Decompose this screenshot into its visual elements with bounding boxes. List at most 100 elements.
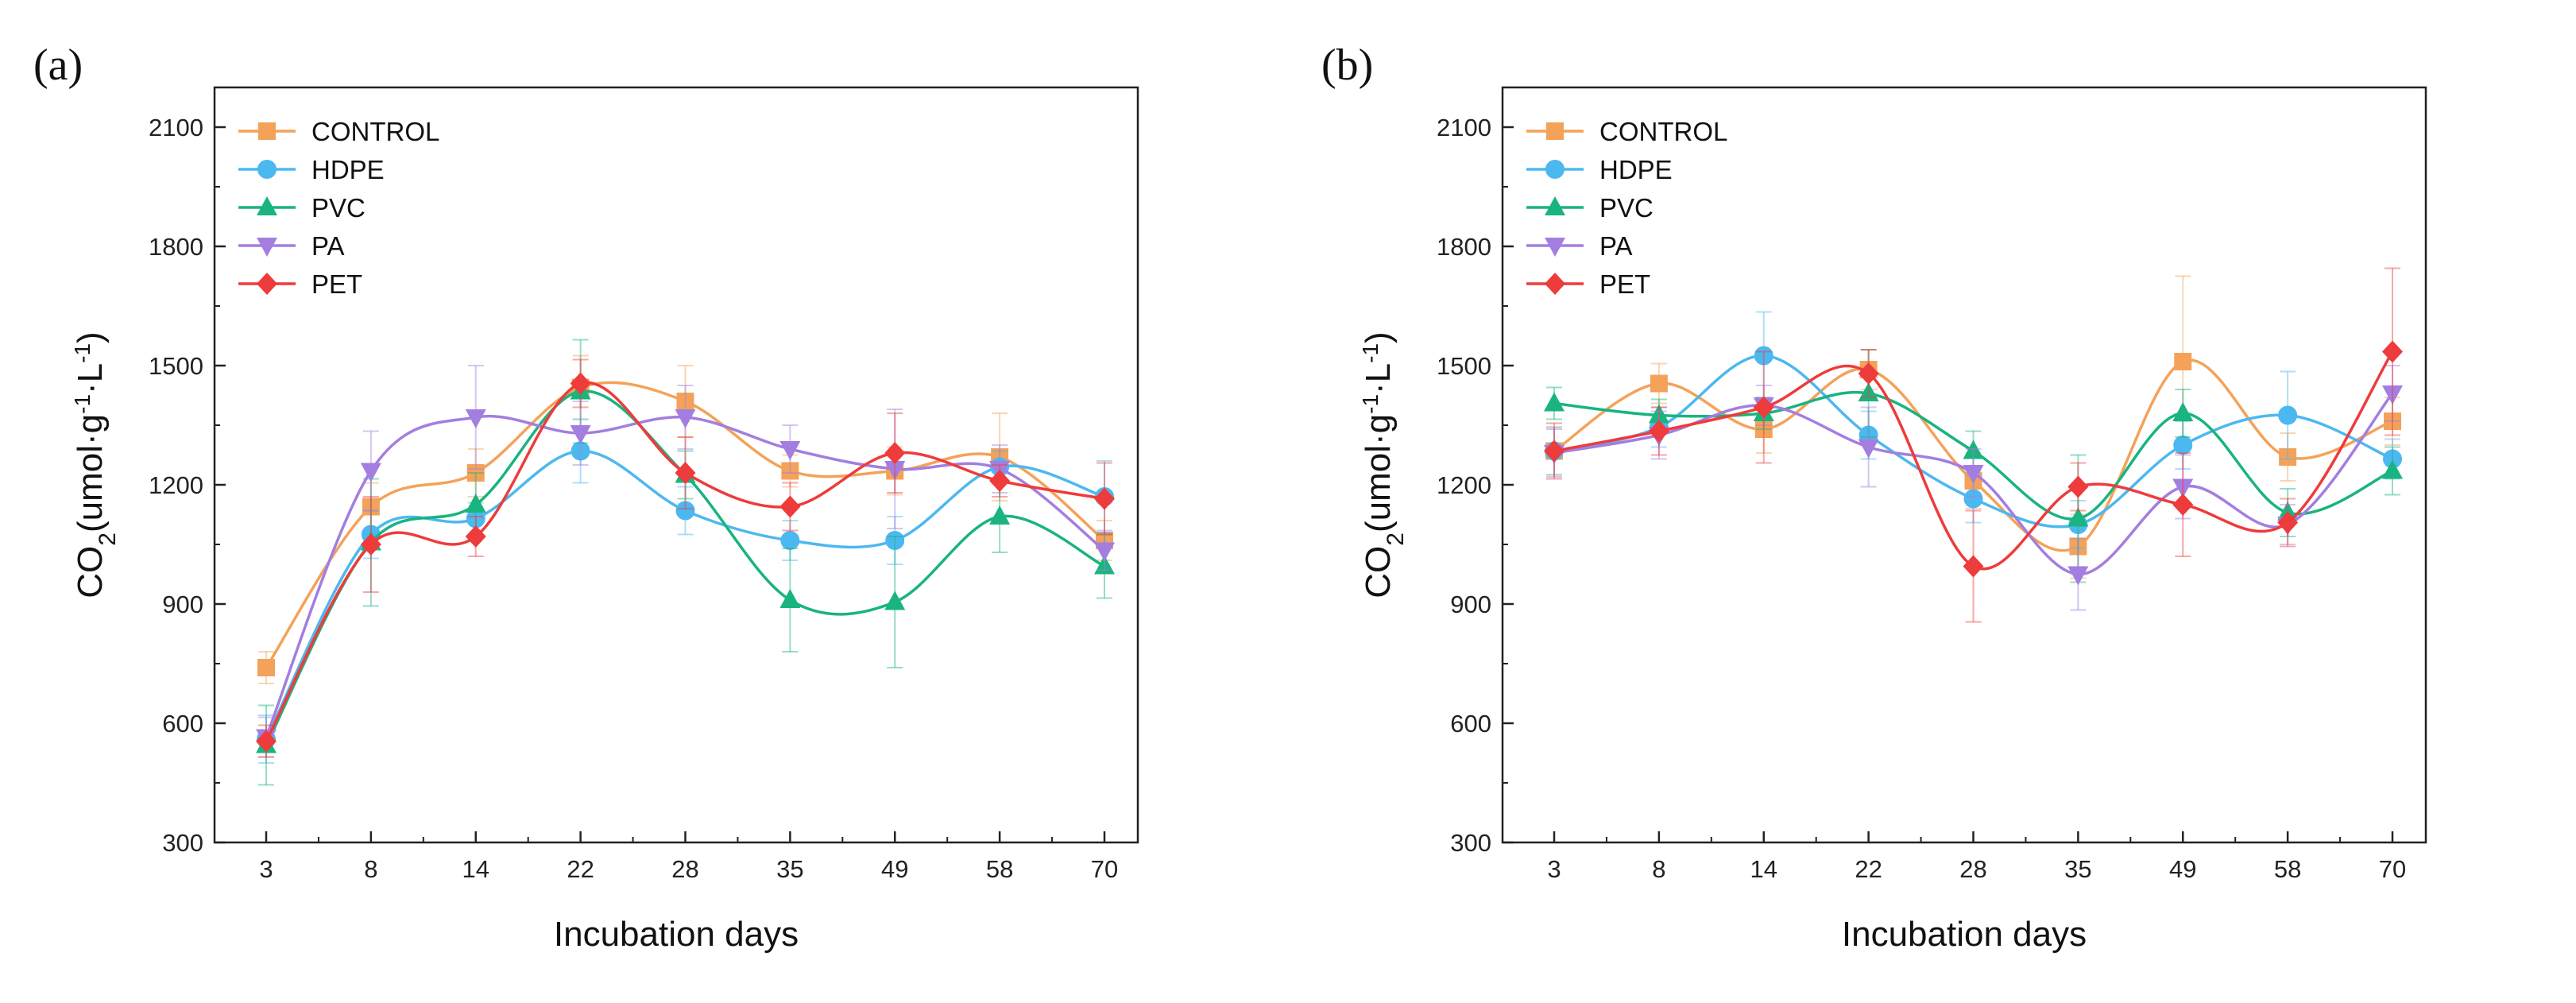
legend-label: CONTROL [311, 117, 439, 146]
y-tick-label: 600 [162, 710, 203, 738]
data-point [1963, 489, 1983, 509]
data-point [1754, 420, 1773, 438]
x-tick-label: 70 [1091, 855, 1118, 883]
y-tick-label: 1200 [149, 471, 203, 499]
legend-label: PVC [311, 193, 366, 223]
data-point [2278, 405, 2298, 425]
data-point [1963, 465, 1984, 484]
data-point [360, 533, 381, 556]
legend-marker [1545, 196, 1565, 215]
data-point [1544, 392, 1565, 412]
data-point [2383, 449, 2402, 469]
x-tick-label: 3 [1547, 855, 1561, 883]
data-point [465, 494, 486, 513]
plot-frame [1501, 86, 2427, 844]
y-tick-label: 900 [162, 591, 203, 618]
x-tick-label: 8 [364, 855, 377, 883]
data-point [465, 525, 486, 548]
y-tick-label: 300 [1450, 829, 1491, 857]
y-tick-label: 1500 [1437, 352, 1491, 380]
y-axis-title-part: -1 [70, 394, 95, 414]
y-axis-title-part: -1 [1358, 394, 1383, 414]
data-point [1754, 346, 1773, 366]
data-point [1858, 439, 1879, 459]
series-pet [256, 358, 1115, 758]
data-point [989, 505, 1011, 525]
y-tick-label: 1800 [149, 233, 203, 261]
data-point [2172, 478, 2194, 498]
data-point [2067, 475, 2089, 498]
data-point [1650, 374, 1668, 393]
x-tick-label: 49 [2169, 855, 2196, 883]
y-axis-title: CO2(umol·g-1·L-1) [1358, 331, 1409, 598]
y-axis-title-part: ·L [71, 363, 110, 394]
y-axis-title-part: ) [1359, 331, 1398, 343]
data-point [675, 501, 695, 521]
legend-label: PA [311, 231, 345, 261]
data-point [779, 495, 801, 518]
data-point [884, 442, 906, 464]
data-point [989, 470, 1011, 492]
x-tick-label: 28 [1959, 855, 1986, 883]
x-tick-label: 3 [259, 855, 273, 883]
data-point [2069, 537, 2087, 556]
data-point [2384, 412, 2401, 430]
legend-label: PET [1599, 269, 1650, 299]
series-pet [1544, 267, 2403, 623]
series-pa [256, 365, 1115, 758]
data-point [2382, 340, 2403, 363]
data-point [2277, 501, 2299, 521]
legend-marker [257, 196, 277, 215]
data-point [2172, 402, 2194, 421]
data-point [2172, 494, 2194, 516]
data-point [2382, 459, 2403, 479]
data-point [466, 509, 485, 529]
legend-label: HDPE [1599, 155, 1673, 184]
data-point [884, 591, 906, 610]
data-point [1648, 420, 1669, 443]
data-point [256, 730, 277, 753]
series-line [265, 381, 1105, 742]
data-point [2174, 353, 2192, 370]
y-axis-title-part: 2 [1383, 532, 1409, 546]
data-point [570, 372, 591, 395]
legend-label: PVC [1599, 193, 1654, 223]
data-point [781, 462, 799, 480]
x-tick-label: 70 [2379, 855, 2406, 883]
x-tick-label: 22 [1855, 855, 1882, 883]
data-point [2067, 566, 2089, 586]
x-axis-title: Incubation days [1842, 915, 2087, 954]
legend-marker [258, 122, 276, 140]
panel-label: (a) [33, 41, 83, 90]
data-point [1648, 404, 1669, 424]
data-point [571, 441, 590, 461]
y-tick-label: 1800 [1437, 233, 1491, 261]
data-point [1858, 382, 1879, 401]
y-tick-label: 2100 [149, 114, 203, 141]
x-tick-label: 49 [881, 855, 908, 883]
series-line [1553, 390, 2393, 521]
y-tick-label: 1200 [1437, 471, 1491, 499]
x-tick-label: 22 [567, 855, 594, 883]
data-point [1963, 440, 1984, 459]
legend-label: HDPE [311, 155, 385, 184]
data-point [1753, 396, 1774, 419]
legend-marker [257, 273, 277, 295]
data-point [2067, 507, 2089, 527]
data-point [2277, 511, 2299, 534]
chart-panel-a: (a) 300 600 900 1200 1500 1800 2100 3 8 14 22 28 35 49… [33, 41, 1139, 954]
y-tick-label: 300 [162, 829, 203, 857]
x-tick-label: 35 [2064, 855, 2091, 883]
legend-marker [1545, 160, 1565, 179]
data-point [779, 441, 801, 460]
x-tick-label: 58 [986, 855, 1013, 883]
data-point [1094, 542, 1115, 562]
y-tick-label: 600 [1450, 710, 1491, 738]
series-pvc [1544, 349, 2403, 583]
data-point [676, 393, 694, 410]
series-line [265, 389, 1105, 746]
y-tick-label: 2100 [1437, 114, 1491, 141]
chart-a-svg: (a) 300 600 900 1200 1500 1800 2100 3 8 14 22 28 35 49… [33, 41, 1139, 954]
x-tick-label: 14 [462, 855, 489, 883]
plot-frame [213, 86, 1139, 844]
